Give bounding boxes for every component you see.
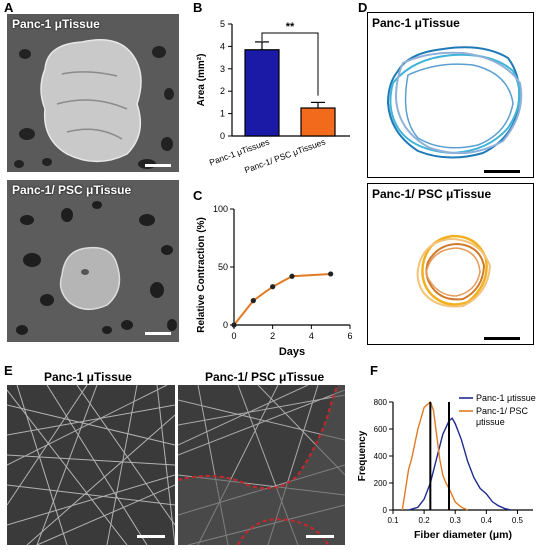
sem-fibers-panc1 <box>7 385 175 545</box>
panel-letter-e: E <box>4 363 13 378</box>
y-axis-label: Area (mm²) <box>196 54 207 107</box>
y-axis-label: Frequency <box>357 430 368 481</box>
fiber-texture-panc1-psc <box>178 385 345 545</box>
tissue-outlines-panc1-psc <box>416 234 492 308</box>
y-axis-label: Relative Contraction (%) <box>196 217 207 333</box>
y-tick-label: 2 <box>220 86 225 96</box>
data-point <box>289 273 295 279</box>
chart-c-line: 0 50 100 0 2 4 6 Relative Contraction (%) Days <box>196 204 353 358</box>
scale-bar <box>306 535 334 538</box>
chart-f-line: 0 200 400 600 800 0.1 0.2 0.3 0.4 0.5 Frequency Fib… <box>357 393 536 541</box>
scale-bar <box>484 170 520 173</box>
legend-label: μtissue <box>476 417 505 427</box>
y-tick-label: 0 <box>383 506 388 515</box>
legend-label: Panc-1/ PSC <box>476 406 529 416</box>
outline-box-panc1: Panc-1 μTissue <box>367 12 534 178</box>
y-tick-label: 3 <box>220 64 225 74</box>
x-tick-label: 4 <box>309 331 314 341</box>
series-line <box>401 400 468 511</box>
x-axis-label: Days <box>279 346 305 358</box>
significance-bracket <box>261 32 319 96</box>
y-tick-label: 50 <box>218 262 228 272</box>
y-tick-label: 100 <box>213 204 228 214</box>
data-point <box>328 271 334 277</box>
data-point <box>250 298 256 304</box>
sem-texture-panc1 <box>7 14 179 172</box>
outline-box-panc1-psc: Panc-1/ PSC μTissue <box>367 183 534 345</box>
sem-image-panc1: Panc-1 μTissue <box>7 14 179 172</box>
panel-letter-d: D <box>358 0 368 15</box>
sem-texture-panc1-psc <box>7 180 179 342</box>
panel-e-right-title: Panc-1/ PSC μTissue <box>205 370 325 384</box>
data-point <box>270 284 276 290</box>
panel-a-bottom-title: Panc-1/ PSC μTissue <box>12 183 132 197</box>
y-tick-label: 600 <box>374 425 388 434</box>
scale-bar <box>137 535 165 538</box>
x-tick-label: 0.5 <box>512 516 524 525</box>
x-tick-label: 0 <box>231 331 236 341</box>
scale-bar <box>145 332 171 335</box>
panel-letter-b: B <box>193 0 203 15</box>
tissue-outlines-panc1 <box>386 46 523 159</box>
panel-letter-f: F <box>370 363 378 378</box>
series-line <box>233 272 331 326</box>
y-tick-label: 0 <box>223 320 228 330</box>
sem-fibers-panc1-psc <box>178 385 345 545</box>
y-tick-label: 0 <box>220 131 225 141</box>
legend-label: Panc-1 μtissue <box>476 393 536 403</box>
panel-letter-a: A <box>4 0 14 15</box>
x-axis-label: Fiber diameter (μm) <box>414 529 512 541</box>
data-point <box>231 322 237 328</box>
bar <box>300 107 336 137</box>
x-tick-label: 0.1 <box>387 516 399 525</box>
y-tick-label: 200 <box>374 479 388 488</box>
x-tick-label: 0.3 <box>450 516 462 525</box>
panel-a-top-title: Panc-1 μTissue <box>12 17 100 31</box>
significance-label: ** <box>286 21 295 33</box>
x-tick-label: 0.4 <box>481 516 493 525</box>
scale-bar <box>145 164 171 167</box>
panel-d-top-title: Panc-1 μTissue <box>372 16 460 30</box>
panel-d-bottom-title: Panc-1/ PSC μTissue <box>372 187 492 201</box>
sem-image-panc1-psc: Panc-1/ PSC μTissue <box>7 180 179 342</box>
x-tick-label: 2 <box>270 331 275 341</box>
y-tick-label: 1 <box>220 109 225 119</box>
y-tick-label: 4 <box>220 41 225 51</box>
panel-letter-c: C <box>193 188 203 203</box>
scale-bar <box>484 337 520 340</box>
y-tick-label: 5 <box>220 19 225 29</box>
bar <box>244 49 280 137</box>
panel-e-left-title: Panc-1 μTissue <box>44 370 132 384</box>
y-tick-label: 800 <box>374 398 388 407</box>
x-tick-label: 6 <box>347 331 352 341</box>
y-tick-label: 400 <box>374 452 388 461</box>
x-tick-label: 0.2 <box>419 516 431 525</box>
fiber-texture-panc1 <box>7 385 175 545</box>
series-line <box>408 417 512 511</box>
